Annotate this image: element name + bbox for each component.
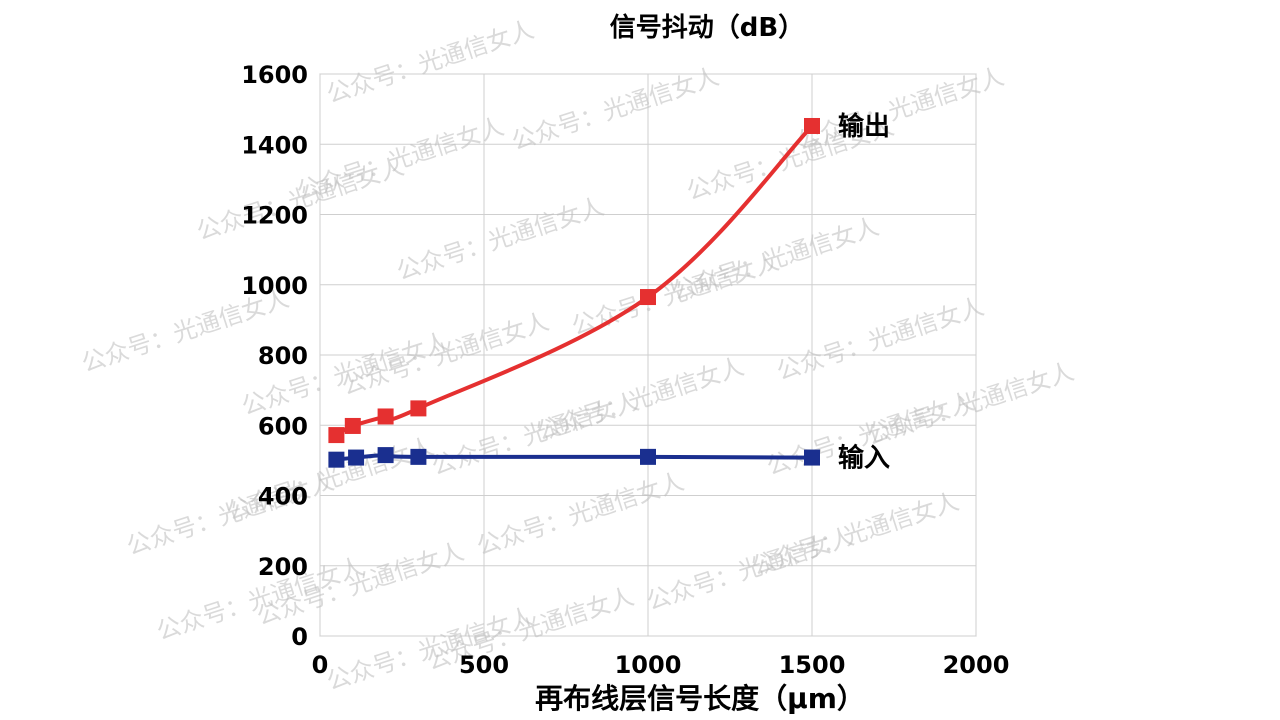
watermark-text: 公众号：光通信女人 [863, 357, 1077, 450]
series-input: 输入 [328, 443, 890, 474]
x-tick-label: 1000 [615, 651, 682, 679]
y-tick-label: 200 [258, 553, 308, 581]
watermark-text: 公众号：光通信女人 [393, 192, 607, 285]
data-point [410, 400, 427, 417]
x-tick-label: 1500 [779, 651, 846, 679]
data-point [377, 408, 394, 425]
y-tick-label: 1200 [241, 202, 308, 230]
series-output: 输出 [328, 111, 890, 444]
watermark-text: 公众号：光通信女人 [223, 432, 437, 525]
watermark-text: 公众号：光通信女人 [293, 112, 507, 205]
watermark-text: 公众号：光通信女人 [793, 62, 1007, 155]
series-label: 输出 [838, 111, 890, 142]
data-point [410, 448, 427, 465]
y-tick-label: 0 [291, 623, 308, 651]
chart-title: 信号抖动（dB） [610, 13, 804, 43]
y-tick-label: 400 [258, 483, 308, 511]
x-tick-label: 2000 [943, 651, 1010, 679]
series-label: 输入 [838, 443, 890, 474]
data-point [804, 449, 820, 466]
watermark-text: 公众号：光通信女人 [323, 15, 537, 108]
y-tick-label: 1000 [241, 272, 308, 300]
data-point [640, 448, 656, 465]
x-tick-label: 0 [312, 651, 329, 679]
data-point [377, 447, 394, 464]
watermark-text: 公众号：光通信女人 [533, 352, 747, 445]
y-tick-label: 600 [258, 412, 308, 440]
y-tick-label: 800 [258, 342, 308, 370]
y-tick-label: 1400 [241, 131, 308, 159]
watermark-text: 公众号：光通信女人 [773, 292, 987, 385]
data-point [328, 451, 345, 468]
x-axis-label: 再布线层信号长度（μm） [535, 682, 865, 715]
grid [319, 73, 977, 637]
data-point [804, 117, 820, 134]
y-tick-label: 1600 [241, 61, 308, 89]
x-tick-label: 500 [459, 651, 509, 679]
watermark-text: 公众号：光通信女人 [668, 212, 882, 305]
data-point [348, 449, 365, 466]
data-point [640, 289, 656, 306]
tick-labels: 0 200 400 600 800 1000 1200 1400 1600 0 500 1000 150… [241, 61, 1009, 679]
watermark-text: 公众号：光通信女人 [473, 467, 687, 560]
watermark-text: 公众号：光通信女人 [748, 487, 962, 580]
data-point [328, 427, 345, 444]
watermark-text: 公众号：光通信女人 [508, 62, 722, 155]
data-point [344, 417, 361, 434]
watermark-layer: 公众号：光通信女人公众号：光通信女人公众号：光通信女人公众号：光通信女人公众号：… [78, 15, 1077, 695]
